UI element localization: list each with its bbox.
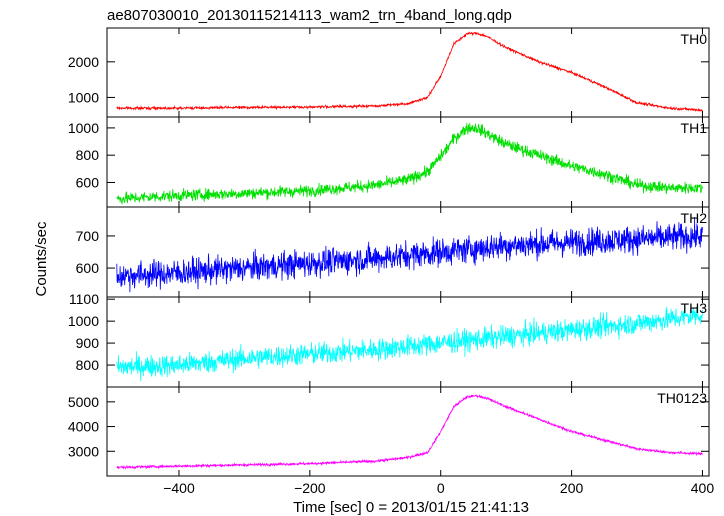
series-line-th0123 — [116, 394, 703, 470]
panel-th0: 1000 2000 TH0 — [68, 27, 710, 118]
series-line-th2 — [116, 217, 703, 293]
chart-title: ae807030010_20130115214113_wam2_trn_4ban… — [107, 7, 512, 24]
x-tick-label: −200 — [294, 480, 326, 496]
series-line-th1 — [116, 122, 703, 205]
y-tick-label: 900 — [76, 335, 100, 351]
series-line-th0 — [116, 31, 703, 113]
panel-frame — [106, 386, 710, 477]
x-tick-label: 400 — [691, 480, 715, 496]
y-axis-label: Counts/sec — [33, 221, 50, 297]
panel-label: TH0 — [681, 31, 708, 47]
x-tick-label: 0 — [437, 480, 445, 496]
y-tick-label: 800 — [76, 147, 100, 163]
y-tick-label: 1000 — [68, 120, 99, 136]
x-tick-label: 200 — [560, 480, 584, 496]
y-tick-label: 1000 — [68, 89, 99, 105]
panel-label: TH2 — [681, 210, 708, 226]
panel-label: TH1 — [681, 120, 708, 136]
y-tick-label: 2000 — [68, 54, 99, 70]
y-tick-label: 3000 — [68, 443, 99, 459]
y-tick-label: 600 — [76, 260, 100, 276]
x-tick-label: −400 — [163, 480, 195, 496]
y-tick-label: 4000 — [68, 419, 99, 435]
y-tick-label: 600 — [76, 174, 100, 190]
panel-label: TH3 — [681, 300, 708, 316]
panel-th1: 600 800 1000 TH1 — [68, 116, 710, 208]
panel-th3: 800 900 1000 1100 TH3 — [68, 291, 710, 388]
y-tick-label: 5000 — [68, 394, 99, 410]
panel-th0123: 3000 4000 5000 TH0123 — [68, 386, 710, 477]
panel-th2: 600 700 TH2 — [76, 206, 710, 298]
panel-label: TH0123 — [657, 390, 707, 406]
y-tick-label: 1000 — [68, 313, 99, 329]
series-line-th3 — [116, 306, 703, 382]
y-tick-label: 1100 — [69, 291, 99, 307]
x-axis-label: Time [sec] 0 = 2013/01/15 21:41:13 — [293, 499, 529, 516]
y-tick-label: 800 — [76, 357, 100, 373]
y-tick-label: 700 — [76, 228, 100, 244]
